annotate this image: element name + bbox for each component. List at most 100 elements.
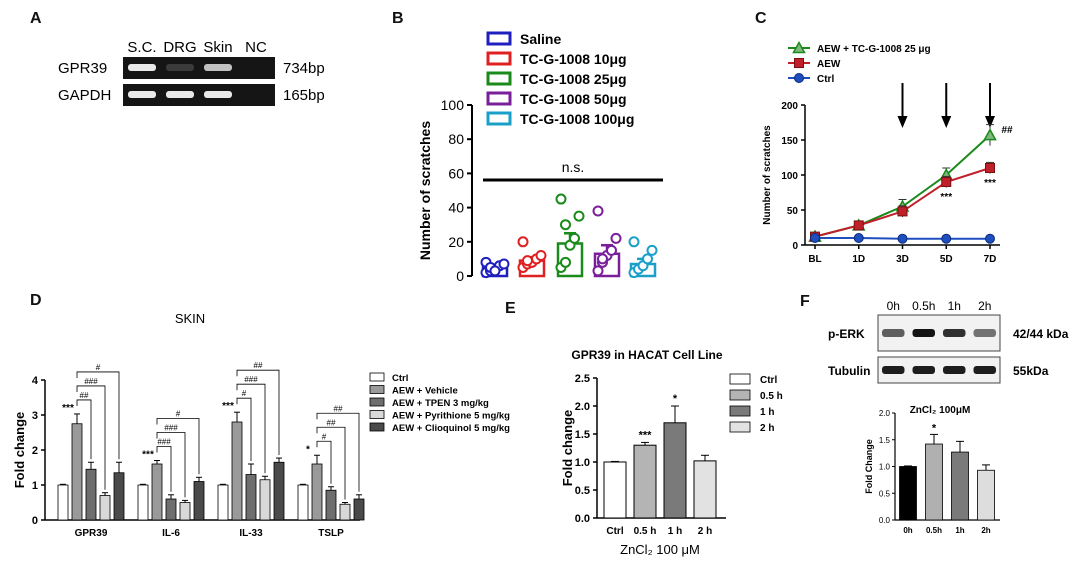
panel-label-b: B [392, 10, 404, 27]
bar [325, 489, 337, 521]
data-point [517, 261, 529, 273]
blot-lane-label: 2h [978, 299, 991, 313]
bar [353, 498, 365, 521]
marker-circle [810, 233, 820, 243]
bar [179, 502, 191, 521]
marker-triangle [895, 199, 910, 212]
series-line [815, 237, 990, 240]
blot-frame [877, 356, 1001, 384]
gel-lane-label: NC [245, 39, 267, 56]
bar [259, 479, 271, 521]
y-tick-label: 100 [441, 97, 465, 113]
blot-band [943, 366, 966, 374]
significance-bracket [316, 426, 346, 500]
x-tick-label: TSLP [318, 528, 344, 539]
data-point [555, 193, 567, 205]
data-point [597, 253, 608, 265]
legend-swatch [486, 51, 512, 66]
legend-swatch [369, 422, 385, 432]
bracket-label: # [96, 363, 101, 372]
bar [137, 484, 149, 521]
bar [629, 262, 657, 278]
significance-bracket [156, 446, 172, 492]
significance-mark: * [932, 422, 937, 434]
gel-band [128, 64, 156, 71]
y-tick-label: 200 [781, 101, 798, 112]
data-point [485, 261, 496, 273]
legend-swatch [729, 389, 751, 401]
legend-label: TC-G-1008 10μg [520, 51, 627, 67]
significance-bracket [76, 399, 92, 460]
significance-mark: *** [222, 401, 234, 412]
legend-swatch [486, 31, 512, 46]
legend-label: AEW + Clioquinol 5 mg/kg [392, 423, 510, 434]
y-tick-label: 80 [448, 131, 464, 147]
chart-title: GPR39 in HACAT Cell Line [571, 348, 722, 362]
gel-band [128, 91, 156, 98]
gel-strip [123, 57, 275, 79]
significance-mark: *** [639, 429, 653, 441]
y-tick-label: 0.0 [879, 516, 891, 525]
chart-title: ZnCl₂ 100μM [910, 405, 971, 416]
legend-label: TC-G-1008 100μg [520, 111, 634, 127]
bar [603, 461, 627, 519]
legend-swatch [369, 385, 385, 394]
blot-band [882, 329, 905, 337]
y-tick-label: 0.0 [575, 513, 590, 525]
y-tick-label: 1.0 [879, 463, 891, 472]
data-point [564, 239, 576, 251]
x-tick-label: 1D [852, 254, 865, 265]
bar [273, 461, 285, 521]
marker-square [941, 177, 952, 187]
y-tick-label: 1.0 [575, 457, 590, 469]
legend-label: AEW [817, 59, 841, 70]
bar [245, 474, 257, 521]
bar [85, 468, 97, 521]
gel-band [204, 64, 232, 71]
y-tick-label: 2.5 [575, 373, 590, 385]
legend-label: Ctrl [760, 375, 777, 386]
data-point [480, 267, 492, 279]
bar [593, 252, 621, 278]
blot-lane-label: 0.5h [912, 299, 935, 313]
data-point [592, 265, 604, 277]
data-point [592, 205, 604, 217]
x-tick-label: IL-33 [239, 528, 263, 539]
bar [481, 266, 509, 278]
significance-bracket [76, 371, 120, 460]
y-axis-label: Fold change [560, 410, 575, 487]
data-point [628, 236, 640, 248]
blot-band [912, 366, 935, 374]
significance-bracket [236, 369, 280, 456]
y-tick-label: 3 [32, 410, 38, 422]
bar [556, 242, 584, 278]
data-point [633, 263, 644, 275]
marker-triangle [792, 40, 806, 54]
bar [899, 466, 917, 521]
y-tick-label: 0 [32, 515, 38, 527]
significance-mark: ## [1001, 125, 1013, 136]
data-point [573, 210, 585, 222]
blot-frame [877, 314, 1001, 352]
data-point [606, 244, 617, 256]
marker-square [985, 163, 995, 173]
data-point [526, 256, 538, 268]
x-tick-label: 1 h [668, 526, 682, 537]
chart-title: SKIN [175, 311, 205, 326]
arrow-head [985, 116, 995, 128]
bar [633, 444, 657, 519]
significance-mark: *** [940, 192, 952, 203]
legend-label: Ctrl [817, 74, 834, 85]
legend-label: 2 h [760, 423, 774, 434]
data-point [517, 236, 529, 248]
gel-lane-label: S.C. [127, 39, 156, 56]
bar [165, 498, 177, 521]
blot-band [973, 366, 996, 374]
marker-circle [853, 233, 864, 243]
data-point [480, 256, 492, 268]
y-tick-label: 20 [448, 234, 464, 250]
bar [518, 259, 546, 278]
